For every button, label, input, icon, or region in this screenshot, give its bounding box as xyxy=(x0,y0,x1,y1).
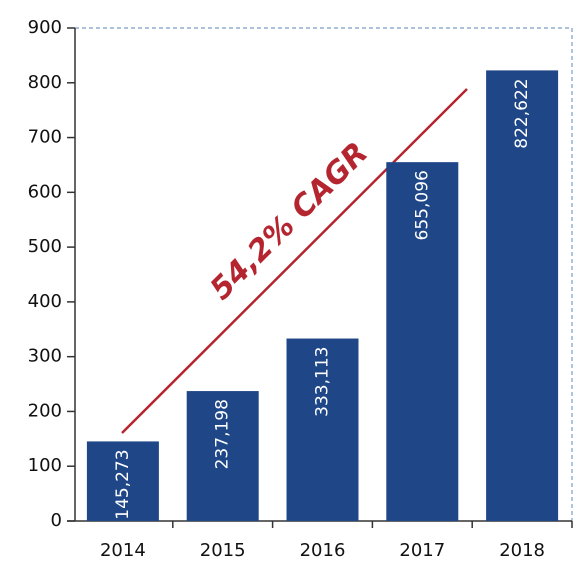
y-tick-label: 0 xyxy=(51,510,62,531)
x-tick-label: 2014 xyxy=(100,540,146,561)
y-tick-label: 500 xyxy=(28,236,62,257)
y-tick-label: 900 xyxy=(28,17,62,38)
trend-line xyxy=(121,88,468,434)
y-tick-label: 100 xyxy=(28,455,62,476)
y-tick-label: 600 xyxy=(28,181,62,202)
x-tick-label: 2017 xyxy=(399,540,445,561)
value-label: 145,273 xyxy=(113,449,133,519)
y-tick-label: 200 xyxy=(28,400,62,421)
y-tick-label: 300 xyxy=(28,346,62,367)
value-label: 237,198 xyxy=(213,399,233,469)
x-tick-label: 2016 xyxy=(300,540,346,561)
bar xyxy=(86,441,159,521)
value-label: 333,113 xyxy=(313,347,333,417)
y-tick-label: 400 xyxy=(28,291,62,312)
bar xyxy=(286,338,359,521)
bar xyxy=(486,70,559,521)
annotation: 54,2% CAGR xyxy=(204,136,375,307)
y-tick-label: 700 xyxy=(28,127,62,148)
value-label: 822,622 xyxy=(512,78,532,148)
x-tick-label: 2018 xyxy=(499,540,545,561)
y-tick-label: 800 xyxy=(28,72,62,93)
bar xyxy=(386,162,459,522)
bar xyxy=(186,391,259,521)
x-tick-label: 2015 xyxy=(200,540,246,561)
value-label: 655,096 xyxy=(412,170,432,240)
